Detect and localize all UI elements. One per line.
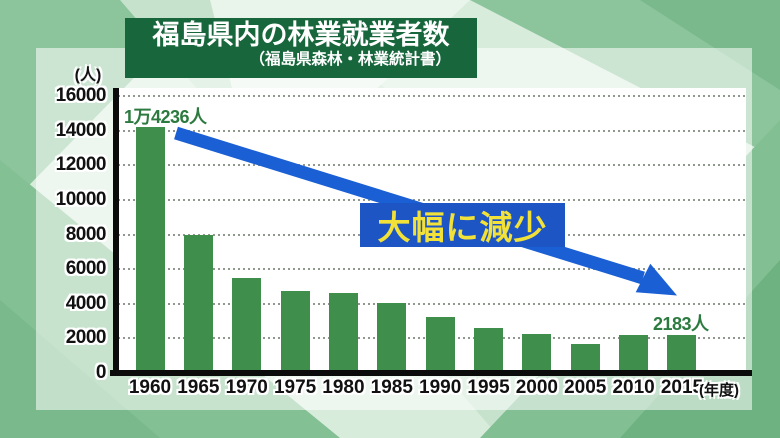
last-bar-value-label: 2183人 bbox=[653, 314, 709, 334]
bar-2015 bbox=[667, 335, 697, 373]
x-tick-1990: 1990 bbox=[419, 377, 462, 398]
y-tick-8000: 8000 bbox=[65, 223, 107, 245]
bar-1990 bbox=[425, 316, 455, 373]
x-tick-1995: 1995 bbox=[467, 377, 510, 398]
x-tick-1975: 1975 bbox=[273, 377, 317, 398]
x-tick-1965: 1965 bbox=[177, 377, 220, 398]
y-tick-16000: 16000 bbox=[55, 85, 107, 107]
y-tick-12000: 12000 bbox=[55, 154, 107, 176]
trend-callout-box: 大幅に減少 bbox=[360, 203, 565, 247]
chart-title-box: 福島県内の林業就業者数 （福島県森林・林業統計書） bbox=[125, 18, 477, 78]
y-tick-4000: 4000 bbox=[65, 292, 107, 314]
bar-2005 bbox=[570, 343, 600, 373]
y-tick-2000: 2000 bbox=[65, 327, 107, 349]
trend-callout-label: 大幅に減少 bbox=[377, 209, 548, 246]
bar-1965 bbox=[183, 235, 213, 373]
x-axis-line bbox=[110, 370, 752, 376]
bar-1960 bbox=[135, 126, 165, 373]
x-tick-2000: 2000 bbox=[515, 377, 559, 398]
gridline-4000 bbox=[118, 302, 745, 305]
gridline-14000 bbox=[118, 129, 745, 132]
gridline-12000 bbox=[118, 164, 745, 167]
chart-title: 福島県内の林業就業者数 bbox=[152, 20, 450, 50]
y-tick-10000: 10000 bbox=[55, 189, 107, 210]
bar-2010 bbox=[619, 334, 649, 373]
x-tick-2005: 2005 bbox=[564, 377, 607, 398]
x-tick-1970: 1970 bbox=[225, 377, 268, 398]
gridline-6000 bbox=[118, 268, 745, 271]
bar-1970 bbox=[232, 277, 262, 373]
x-tick-1985: 1985 bbox=[370, 377, 413, 398]
y-tick-14000: 14000 bbox=[55, 119, 107, 141]
bar-1995 bbox=[474, 328, 504, 373]
x-tick-1980: 1980 bbox=[322, 377, 365, 398]
y-axis-line bbox=[113, 88, 119, 376]
x-tick-2010: 2010 bbox=[612, 377, 655, 398]
bar-2000 bbox=[522, 334, 552, 373]
gridline-16000 bbox=[118, 95, 745, 98]
gridline-10000 bbox=[118, 199, 745, 201]
bar-1975 bbox=[280, 290, 310, 373]
chart-source: （福島県森林・林業統計書） bbox=[249, 51, 451, 68]
x-tick-1960: 1960 bbox=[128, 377, 172, 398]
y-tick-6000: 6000 bbox=[65, 258, 107, 280]
first-bar-value-label: 1万4236人 bbox=[124, 107, 207, 127]
x-axis-unit-label: (年度) bbox=[699, 382, 739, 399]
bar-1980 bbox=[328, 293, 358, 373]
y-axis-unit-label: (人) bbox=[74, 67, 102, 84]
x-tick-2015: 2015 bbox=[660, 377, 704, 398]
y-tick-0: 0 bbox=[95, 362, 107, 383]
bar-1985 bbox=[377, 302, 407, 373]
